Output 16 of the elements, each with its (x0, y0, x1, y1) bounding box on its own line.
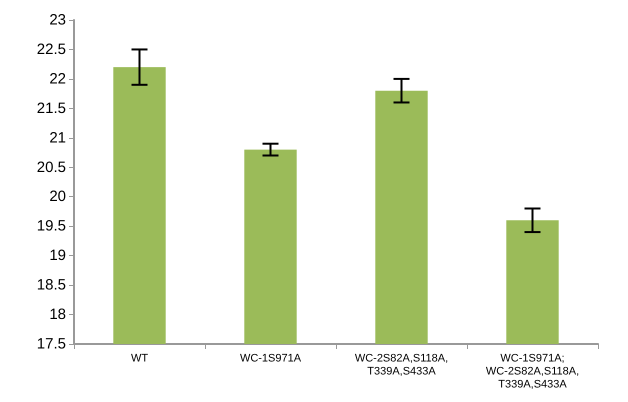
y-tick-label: 22 (49, 70, 66, 88)
y-tick-label: 19.5 (36, 218, 66, 235)
y-tick-label: 19 (49, 247, 66, 264)
x-tick-label: WC-1S971A (240, 352, 302, 364)
y-tick-label: 18.5 (36, 276, 66, 294)
y-tick-label: 22.5 (36, 40, 66, 58)
y-tick-label: 23 (49, 12, 66, 28)
y-tick-label: 18 (49, 306, 66, 324)
y-tick-label: 21.5 (36, 100, 66, 117)
y-tick-label: 20.5 (36, 158, 66, 176)
y-tick-label: 21 (49, 129, 66, 146)
y-tick-label: 20 (49, 188, 66, 206)
x-tick-label: WC-1S971A; WC-2S82A,S118A, T339A,S433A (486, 352, 580, 390)
x-tick-label: WT (130, 352, 148, 364)
x-tick-label: WC-2S82A,S118A, T339A,S433A (354, 352, 448, 378)
y-tick-label: 17.5 (36, 336, 66, 352)
